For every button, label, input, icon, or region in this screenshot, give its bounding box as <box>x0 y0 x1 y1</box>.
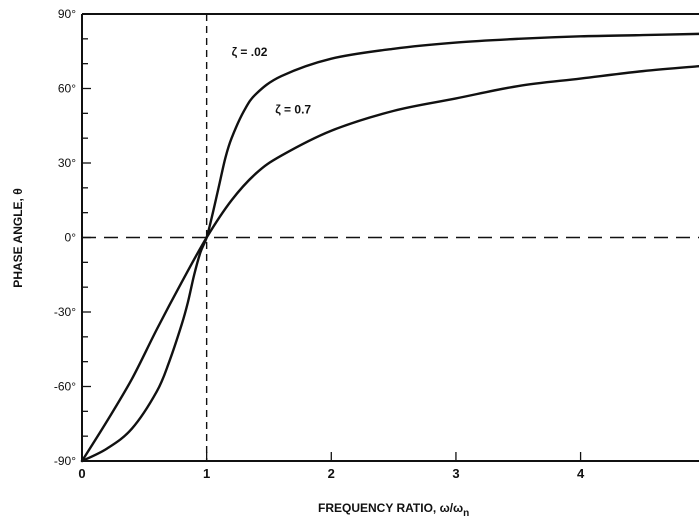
annotations: ζ = .02 ζ = 0.7 <box>232 45 312 116</box>
y-axis-label: PHASE ANGLE, θ <box>11 188 25 287</box>
curve-annotation-2: ζ = 0.7 <box>275 102 311 116</box>
x-tick-label: 1 <box>203 466 210 481</box>
y-tick-label: 60° <box>58 82 76 96</box>
x-tick-label: 4 <box>577 466 585 481</box>
y-tick-label: 30° <box>58 156 76 170</box>
series-line-1 <box>80 32 699 463</box>
x-tick-label: 0 <box>78 466 85 481</box>
x-axis-label: FREQUENCY RATIO, ω/ωn <box>318 501 469 519</box>
reference-lines <box>82 14 699 461</box>
y-tick-label: 90° <box>58 7 76 21</box>
x-tick-label: 2 <box>328 466 335 481</box>
x-axis-label-subscript: n <box>463 508 469 519</box>
y-tick-label: -90° <box>54 454 76 468</box>
series-layer <box>80 32 699 463</box>
series-line-2 <box>80 64 699 463</box>
y-axis-ticks: -90° -60° -30° 0° 30° 60° 90° <box>54 7 91 468</box>
curve-annotation-1: ζ = .02 <box>232 45 268 59</box>
y-tick-label: 0° <box>65 231 77 245</box>
x-axis-label-main: FREQUENCY RATIO, ω/ω <box>318 501 463 515</box>
x-axis-ticks: 0 1 2 3 4 <box>78 452 585 481</box>
x-tick-label: 3 <box>452 466 459 481</box>
y-tick-label: -60° <box>54 380 76 394</box>
y-tick-label: -30° <box>54 305 76 319</box>
